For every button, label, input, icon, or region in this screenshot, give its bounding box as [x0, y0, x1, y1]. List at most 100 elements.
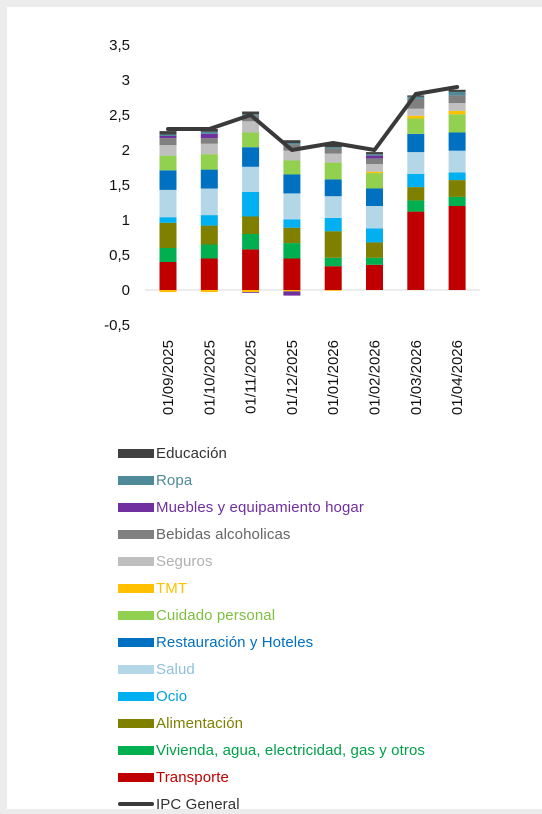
- bar-segment: [407, 200, 425, 212]
- ipc-general-point: [455, 85, 459, 89]
- y-tick-label: 1,5: [109, 177, 130, 194]
- bar-segment: [324, 257, 342, 267]
- bar-segment: [366, 242, 383, 258]
- bar-segment: [407, 98, 425, 109]
- ipc-general-point: [331, 141, 335, 145]
- bar-segment: [242, 147, 260, 167]
- bar-segment: [448, 95, 466, 104]
- bar-segment: [242, 166, 260, 192]
- bar-segment: [324, 148, 342, 154]
- y-tick-label: -0,5: [104, 317, 130, 334]
- y-tick-label: 2: [122, 142, 130, 159]
- bar-segment: [283, 193, 301, 220]
- bar-segment: [448, 206, 466, 290]
- ipc-general-point: [249, 113, 253, 117]
- bar-segment: [283, 243, 301, 259]
- bar-segment: [324, 266, 342, 290]
- bar-segment: [159, 145, 177, 156]
- bar-segment: [159, 222, 177, 248]
- bar-segment: [242, 234, 260, 250]
- bar-segment: [366, 257, 383, 265]
- ipc-general-point: [290, 148, 294, 152]
- bar-segment: [200, 131, 218, 134]
- bar-segment: [407, 211, 425, 290]
- bar-segment: [324, 153, 342, 163]
- bar-segment: [283, 174, 301, 194]
- bar-segment: [407, 133, 425, 153]
- bar-segment: [407, 96, 425, 99]
- ipc-general-point: [373, 148, 376, 152]
- bar-segment: [242, 192, 260, 217]
- bar-segment: [242, 115, 260, 122]
- ipc-general-point: [207, 127, 211, 131]
- bar-segment: [200, 258, 218, 290]
- bar-segment: [366, 154, 383, 156]
- bar-segment: [283, 143, 301, 145]
- bar-segment: [407, 173, 425, 188]
- ipc-line: [166, 85, 460, 152]
- bar-segment: [407, 108, 425, 116]
- bar-segment: [159, 170, 177, 190]
- bar-segment: [242, 216, 260, 234]
- ipc-general-line: [166, 85, 460, 152]
- bar-segment: [159, 262, 177, 290]
- y-tick-label: 0,5: [109, 247, 130, 264]
- bar-segment: [283, 290, 301, 292]
- bar-segment: [324, 196, 342, 218]
- bar-segment: [366, 173, 383, 189]
- bar-segment: [242, 292, 260, 293]
- x-tick-label: 01/09/2025: [160, 340, 177, 415]
- bar-segment: [448, 110, 466, 115]
- tick-labels: 3,5 3 2,5 2 1,5 1 0,5 0 -0,5 01/09/2025 01/10/2025…: [104, 37, 466, 415]
- bar-segment: [200, 138, 218, 144]
- bar-segment: [200, 143, 218, 155]
- bar-segment: [448, 89, 466, 92]
- bar-segment: [283, 160, 301, 175]
- x-tick-label: 01/02/2026: [367, 340, 384, 415]
- bar-segment: [448, 114, 466, 133]
- x-tick-label: 01/11/2025: [243, 340, 260, 414]
- y-tick-label: 3,5: [109, 37, 130, 54]
- bar-segment: [200, 169, 218, 189]
- bar-segment: [324, 179, 342, 197]
- bar-segment: [324, 147, 342, 149]
- bar-segment: [366, 188, 383, 206]
- bar-segment: [324, 217, 342, 232]
- bar-segment: [366, 158, 383, 164]
- bar-segment: [200, 154, 218, 170]
- y-tick-label: 1: [122, 212, 130, 229]
- bar-segment: [448, 150, 466, 173]
- bar-segment: [159, 155, 177, 171]
- bar-segment: [324, 231, 342, 258]
- bar-segment: [448, 196, 466, 206]
- bar-segment: [242, 111, 260, 115]
- bar-segment: [283, 291, 301, 296]
- x-tick-label: 01/01/2026: [325, 340, 342, 415]
- bar-segment: [159, 189, 177, 218]
- bar-segment: [283, 219, 301, 228]
- bar-segment: [366, 206, 383, 229]
- bar-segment: [159, 248, 177, 262]
- bar-segment: [448, 172, 466, 181]
- bar-segment: [242, 290, 260, 293]
- bar-segment: [200, 290, 218, 293]
- x-tick-label: 01/12/2025: [284, 340, 301, 415]
- y-tick-label: 2,5: [109, 107, 130, 124]
- bar-segment: [159, 138, 177, 146]
- bar-segment: [242, 121, 260, 133]
- bar-segment: [283, 258, 301, 290]
- y-tick-label: 0: [122, 282, 130, 299]
- bars: [159, 89, 466, 296]
- bar-segment: [159, 290, 177, 293]
- bar-segment: [448, 132, 466, 151]
- x-tick-label: 01/04/2026: [449, 340, 466, 415]
- bar-segment: [324, 162, 342, 180]
- bar-segment: [448, 91, 466, 96]
- bar-segment: [324, 290, 342, 291]
- y-tick-label: 3: [122, 72, 130, 89]
- x-tick-label: 01/10/2025: [201, 340, 218, 415]
- bar-segment: [407, 152, 425, 174]
- bar-segment: [366, 171, 383, 174]
- bar-segment: [242, 249, 260, 290]
